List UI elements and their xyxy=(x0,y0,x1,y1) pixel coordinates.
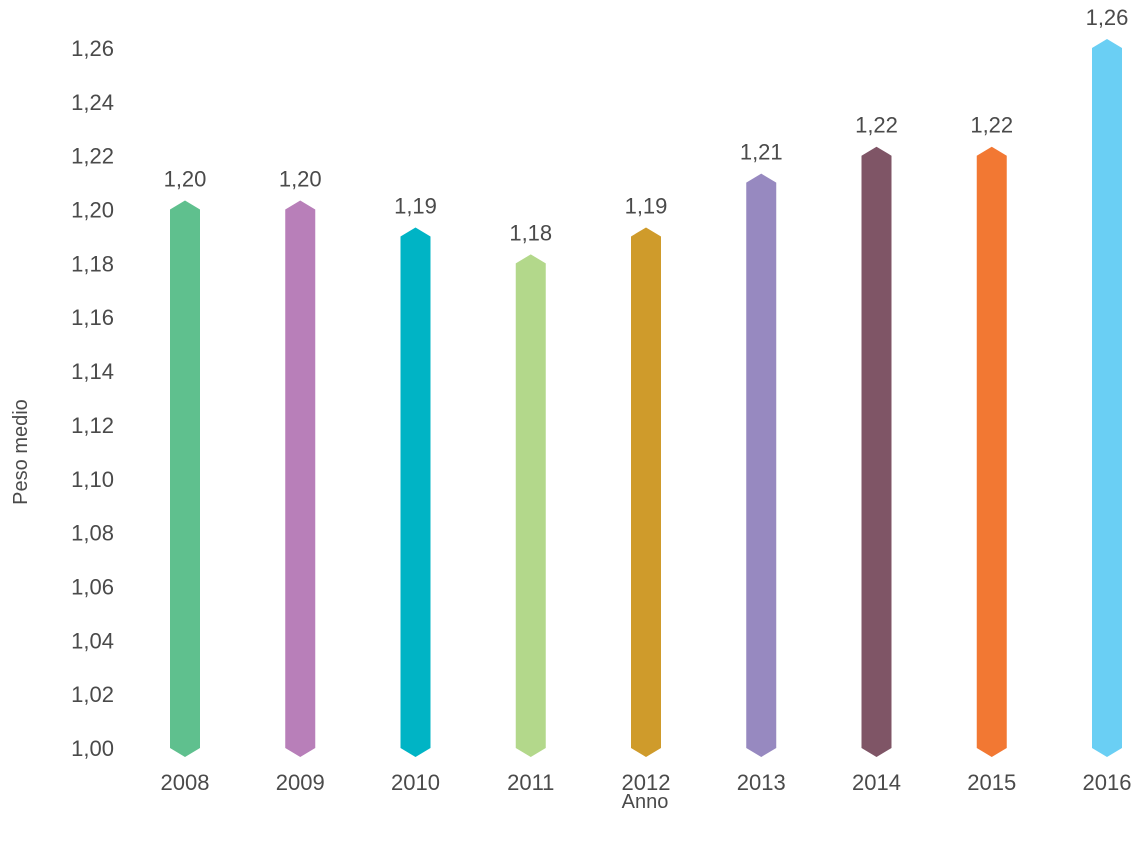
x-tick-label: 2012 xyxy=(622,770,671,795)
y-tick-label: 1,22 xyxy=(71,144,114,169)
x-tick-label: 2016 xyxy=(1083,770,1132,795)
y-tick-label: 1,12 xyxy=(71,413,114,438)
y-tick-label: 1,08 xyxy=(71,521,114,546)
x-tick-label: 2010 xyxy=(391,770,440,795)
bar-2011 xyxy=(515,254,546,757)
y-axis-ticks: 1,00 1,02 1,04 1,06 1,08 1,10 1,12 1,14 1,16 1,18… xyxy=(71,36,114,761)
data-label: 1,19 xyxy=(394,193,437,218)
y-tick-label: 1,04 xyxy=(71,628,114,653)
y-tick-label: 1,14 xyxy=(71,359,114,384)
y-tick-label: 1,18 xyxy=(71,251,114,276)
y-axis-title: Peso medio xyxy=(10,399,32,505)
y-tick-label: 1,00 xyxy=(71,736,114,761)
x-tick-label: 2013 xyxy=(737,770,786,795)
y-tick-label: 1,06 xyxy=(71,574,114,599)
x-tick-label: 2015 xyxy=(967,770,1016,795)
x-tick-label: 2009 xyxy=(276,770,325,795)
x-tick-label: 2011 xyxy=(507,770,554,795)
bar-2012 xyxy=(631,227,661,757)
bars xyxy=(170,39,1122,758)
bar-2015 xyxy=(976,146,1007,757)
bar-2014 xyxy=(861,146,892,757)
bar-2009 xyxy=(285,200,316,758)
data-label: 1,20 xyxy=(279,167,322,192)
data-label: 1,21 xyxy=(740,140,783,165)
bar-2016 xyxy=(1092,39,1122,757)
y-tick-label: 1,26 xyxy=(71,36,114,61)
data-label: 1,19 xyxy=(625,193,668,218)
y-tick-label: 1,02 xyxy=(71,682,114,707)
data-labels: 1,20 1,20 1,19 1,18 1,19 1,21 1,22 1,22 1,26 xyxy=(164,5,1129,245)
bar-2008 xyxy=(170,200,200,758)
data-label: 1,20 xyxy=(164,167,207,192)
data-label: 1,22 xyxy=(855,113,898,138)
data-label: 1,26 xyxy=(1086,5,1129,30)
y-tick-label: 1,20 xyxy=(71,198,114,223)
x-axis-title: Anno xyxy=(622,791,669,813)
data-label: 1,18 xyxy=(509,220,552,245)
bar-2013 xyxy=(746,173,777,758)
data-label: 1,22 xyxy=(970,113,1013,138)
x-tick-label: 2008 xyxy=(161,770,210,795)
bar-2010 xyxy=(400,227,431,757)
y-tick-label: 1,16 xyxy=(71,305,114,330)
x-axis-ticks: 2008 2009 2010 2011 2012 2013 2014 2015 2016 xyxy=(161,770,1132,795)
y-tick-label: 1,24 xyxy=(71,90,114,115)
y-tick-label: 1,10 xyxy=(71,467,114,492)
x-tick-label: 2014 xyxy=(852,770,901,795)
